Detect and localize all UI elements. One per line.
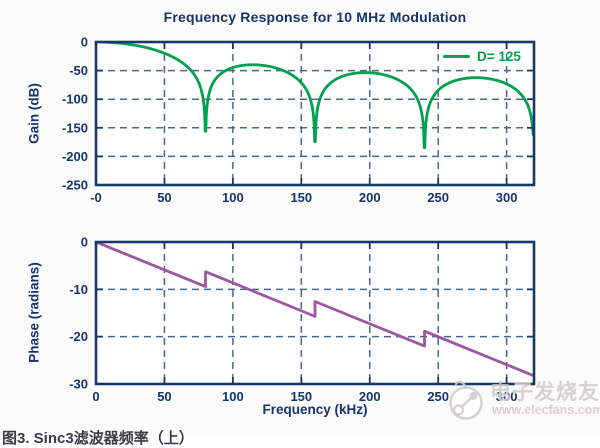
y-tick-label: -30 <box>69 377 88 392</box>
plot-frame <box>94 240 536 386</box>
elecfans-logo-icon <box>449 380 483 420</box>
y-tick-label: -250 <box>62 178 88 193</box>
y-tick-label: -20 <box>69 329 88 344</box>
y-tick-label: -150 <box>62 120 88 135</box>
x-tick-label: 50 <box>157 389 171 404</box>
watermark-url-text: www.elecfans.com <box>492 403 600 417</box>
y-tick-label: 0 <box>81 235 88 250</box>
x-tick-label: 200 <box>359 190 381 205</box>
phase-curve <box>96 242 534 378</box>
x-tick-label: 50 <box>157 190 171 205</box>
gain-y-axis-label: Gain (dB) <box>26 83 42 144</box>
y-tick-label: -100 <box>62 92 88 107</box>
x-tick-label: 300 <box>496 190 518 205</box>
watermark-brand-text: 电子发烧友 <box>490 381 600 404</box>
x-tick-label: 250 <box>427 190 449 205</box>
y-tick-label: -10 <box>69 282 88 297</box>
figure-page: -0 50 100 150 200 250 300 0 -50 -100 -150 -200 -250 0… <box>2 9 600 447</box>
y-tick-label: -200 <box>62 149 88 164</box>
plot-area <box>96 42 534 185</box>
x-tick-label: 100 <box>222 389 244 404</box>
gain-plot: -0 50 100 150 200 250 300 0 -50 -100 -150 -200 -250 <box>62 35 536 205</box>
plot-frame <box>94 40 536 187</box>
figure-caption: 图3. Sinc3滤波器频率（上） <box>2 430 194 447</box>
legend-line-sample-icon <box>443 54 470 59</box>
x-axis-label: Frequency (kHz) <box>262 402 368 417</box>
x-tick-label: 250 <box>427 389 449 404</box>
legend-label: D= 125 <box>477 49 521 64</box>
x-tick-label: -0 <box>90 190 102 205</box>
y-tick-label: 0 <box>81 35 88 50</box>
x-tick-label: 150 <box>290 389 312 404</box>
phase-y-axis-label: Phase (radians) <box>26 262 42 363</box>
legend: D= 125 <box>443 49 521 64</box>
x-tick-label: 150 <box>290 190 312 205</box>
charts-canvas: -0 50 100 150 200 250 3000-50-100-150-200-2500… <box>62 35 536 404</box>
x-tick-label: 100 <box>222 190 244 205</box>
gain-curve <box>99 42 534 150</box>
y-tick-label: -50 <box>69 63 88 78</box>
chart-title: Frequency Response for 10 MHz Modulation <box>163 9 467 25</box>
x-tick-label: 200 <box>359 389 381 404</box>
x-tick-label: 300 <box>496 389 518 404</box>
phase-plot: 0 50 100 150 200 250 300 0 -10 -20 -30 <box>69 235 536 404</box>
x-tick-label: 0 <box>92 389 99 404</box>
